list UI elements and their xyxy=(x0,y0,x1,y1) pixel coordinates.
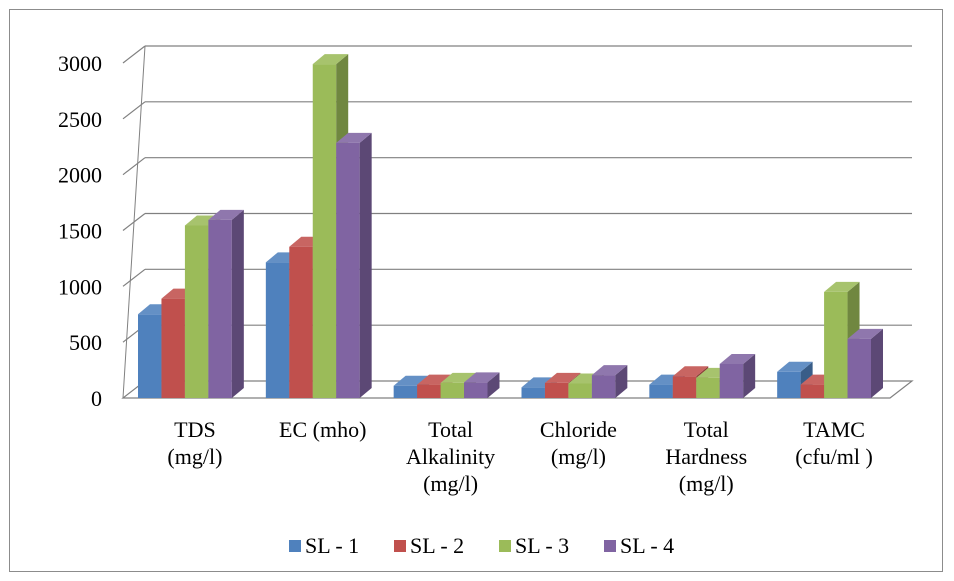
bar-top xyxy=(777,361,813,372)
bar-front xyxy=(696,377,720,398)
legend-item: SL - 2 xyxy=(394,533,464,558)
y-tick-label: 500 xyxy=(69,330,102,355)
bar-top xyxy=(208,209,244,220)
bar-front xyxy=(568,383,592,398)
bar-top xyxy=(312,54,349,65)
x-axis-labels: TDS (mg/l) EC (mho) Total Alkalinity (mg/l) Ch… xyxy=(167,417,872,496)
bar-side xyxy=(615,365,628,398)
bar-front xyxy=(521,387,545,398)
bar-side xyxy=(359,132,372,398)
bars xyxy=(138,54,883,398)
gridline-diagonal xyxy=(122,268,146,287)
bar-front xyxy=(649,384,673,398)
x-category-label: EC (mho) xyxy=(279,417,366,442)
bar-front xyxy=(289,246,313,398)
gridline-diagonal xyxy=(122,101,146,120)
legend-swatch xyxy=(604,540,616,552)
y-tick-label: 1000 xyxy=(58,274,102,299)
bar xyxy=(208,209,244,398)
legend-item: SL - 4 xyxy=(604,533,674,558)
bar-top xyxy=(336,132,372,143)
bar-front xyxy=(719,363,744,398)
y-axis: 0 500 1000 1500 2000 2500 3000 xyxy=(58,51,102,411)
bar-front xyxy=(777,371,801,398)
bar-side xyxy=(871,328,883,398)
legend-swatch xyxy=(394,540,406,552)
bar-side xyxy=(743,353,756,398)
bar xyxy=(847,328,883,398)
bar-front xyxy=(265,262,290,398)
x-category-label: TAMC (cfu/ml ) xyxy=(795,417,873,469)
bar xyxy=(464,372,500,398)
y-tick-label: 0 xyxy=(91,386,102,411)
bar-front xyxy=(208,219,232,398)
bar-front xyxy=(138,314,162,398)
bar-front xyxy=(440,382,465,398)
legend: SL - 1 SL - 2 SL - 3 SL - 4 xyxy=(289,533,674,558)
bar-top xyxy=(672,366,709,377)
bar-front xyxy=(393,385,418,398)
y-tick-label: 2000 xyxy=(58,163,102,188)
x-category-label: TDS (mg/l) xyxy=(167,417,222,469)
bar-side xyxy=(487,372,500,398)
x-category-label: Total Alkalinity (mg/l) xyxy=(406,417,495,496)
bar-front xyxy=(591,375,616,398)
bar xyxy=(591,365,628,398)
chart-frame xyxy=(9,9,943,572)
bar-front xyxy=(464,382,488,398)
gridline-diagonal xyxy=(122,45,146,64)
y-tick-label: 1500 xyxy=(58,219,102,244)
bar-top xyxy=(719,353,756,364)
bar-top xyxy=(393,375,430,386)
bar-top xyxy=(464,372,500,383)
bar-top xyxy=(824,281,860,292)
bar-top xyxy=(521,377,557,388)
legend-item: SL - 3 xyxy=(499,533,569,558)
bar-front xyxy=(184,225,209,398)
bar-front xyxy=(672,376,697,398)
bar-top xyxy=(591,365,628,376)
bar-front xyxy=(544,382,569,398)
legend-swatch xyxy=(499,540,511,552)
bar-top xyxy=(440,372,477,383)
bar-front xyxy=(161,298,185,398)
bar-front xyxy=(336,142,360,398)
gridline-diagonal xyxy=(122,213,146,231)
bar-front xyxy=(824,291,848,398)
bar-top xyxy=(847,328,883,339)
legend-swatch xyxy=(289,540,301,552)
bar-top xyxy=(417,374,453,385)
legend-label: SL - 3 xyxy=(515,533,569,558)
bar-front xyxy=(417,384,441,398)
legend-item: SL - 1 xyxy=(289,533,359,558)
bar-front xyxy=(800,384,825,398)
bar xyxy=(336,132,372,398)
bar-side xyxy=(231,209,244,398)
y-tick-label: 2500 xyxy=(58,107,102,132)
y-tick-label: 3000 xyxy=(58,51,102,76)
bar-front xyxy=(847,338,871,398)
legend-label: SL - 4 xyxy=(620,533,674,558)
bar-front xyxy=(312,64,337,398)
x-category-label: Total Hardness (mg/l) xyxy=(665,417,747,496)
bar xyxy=(719,353,756,398)
legend-label: SL - 2 xyxy=(410,533,464,558)
x-category-label: Chloride (mg/l) xyxy=(540,417,617,469)
legend-label: SL - 1 xyxy=(305,533,359,558)
gridline-diagonal xyxy=(122,157,146,176)
bar-top xyxy=(544,372,581,383)
